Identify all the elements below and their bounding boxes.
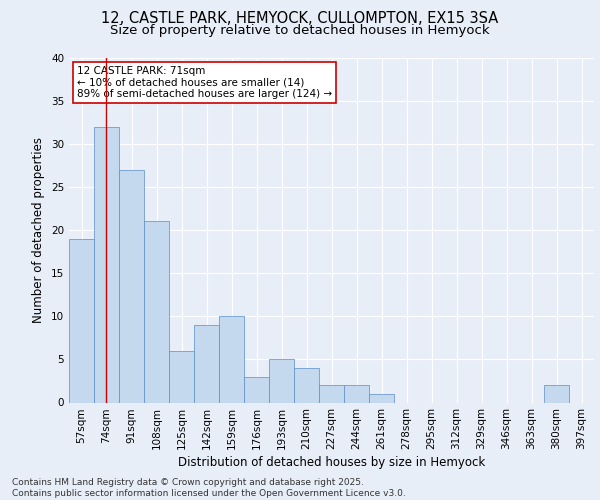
Bar	[344, 385, 369, 402]
Y-axis label: Number of detached properties: Number of detached properties	[32, 137, 46, 323]
Bar	[369, 394, 394, 402]
Bar	[119, 170, 144, 402]
Bar	[244, 376, 269, 402]
Bar	[319, 385, 344, 402]
Bar	[94, 126, 119, 402]
Bar	[544, 385, 569, 402]
Bar	[169, 351, 194, 403]
Bar	[219, 316, 244, 402]
Bar	[269, 360, 294, 403]
Text: Size of property relative to detached houses in Hemyock: Size of property relative to detached ho…	[110, 24, 490, 37]
Bar	[144, 222, 169, 402]
Bar	[294, 368, 319, 402]
Bar	[194, 325, 219, 402]
Text: 12, CASTLE PARK, HEMYOCK, CULLOMPTON, EX15 3SA: 12, CASTLE PARK, HEMYOCK, CULLOMPTON, EX…	[101, 11, 499, 26]
Bar	[69, 238, 94, 402]
Text: Contains HM Land Registry data © Crown copyright and database right 2025.
Contai: Contains HM Land Registry data © Crown c…	[12, 478, 406, 498]
Text: 12 CASTLE PARK: 71sqm
← 10% of detached houses are smaller (14)
89% of semi-deta: 12 CASTLE PARK: 71sqm ← 10% of detached …	[77, 66, 332, 100]
X-axis label: Distribution of detached houses by size in Hemyock: Distribution of detached houses by size …	[178, 456, 485, 469]
